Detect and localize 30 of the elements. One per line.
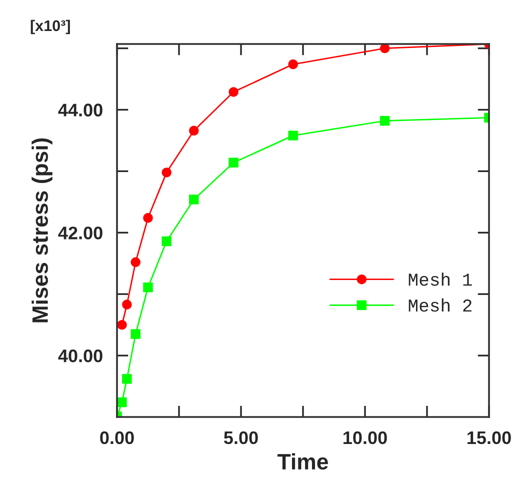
- y-tick-label: 40.00: [58, 349, 102, 362]
- point: [288, 59, 298, 70]
- x-axis-title: Time: [278, 453, 328, 470]
- point: [228, 87, 238, 97]
- point: [189, 194, 199, 204]
- point: [380, 44, 390, 54]
- point: [130, 329, 140, 339]
- x-tick-label: 10.00: [344, 431, 387, 444]
- point: [189, 126, 199, 136]
- y-tick-label: 42.00: [58, 226, 102, 240]
- x-tick-label: 5.00: [224, 431, 258, 444]
- point: [130, 257, 140, 268]
- point: [380, 116, 390, 126]
- point: [122, 374, 132, 384]
- point: [122, 300, 132, 310]
- point: [143, 282, 153, 292]
- point: [288, 130, 298, 140]
- point: [228, 158, 238, 168]
- point: [117, 397, 127, 408]
- text: [x10³]: [30, 20, 70, 34]
- point: [143, 213, 153, 223]
- x-tick-label: 0.00: [100, 431, 134, 444]
- legend-label: Mesh 2: [408, 298, 472, 312]
- point: [162, 168, 172, 178]
- x-tick-label: 15.00: [468, 431, 511, 444]
- point: [117, 320, 127, 330]
- y-tick-label: 44.00: [58, 104, 102, 116]
- point: [162, 236, 172, 246]
- legend-label: Mesh 1: [408, 272, 472, 286]
- y-axis-title: Mises stress (psi): [32, 138, 52, 322]
